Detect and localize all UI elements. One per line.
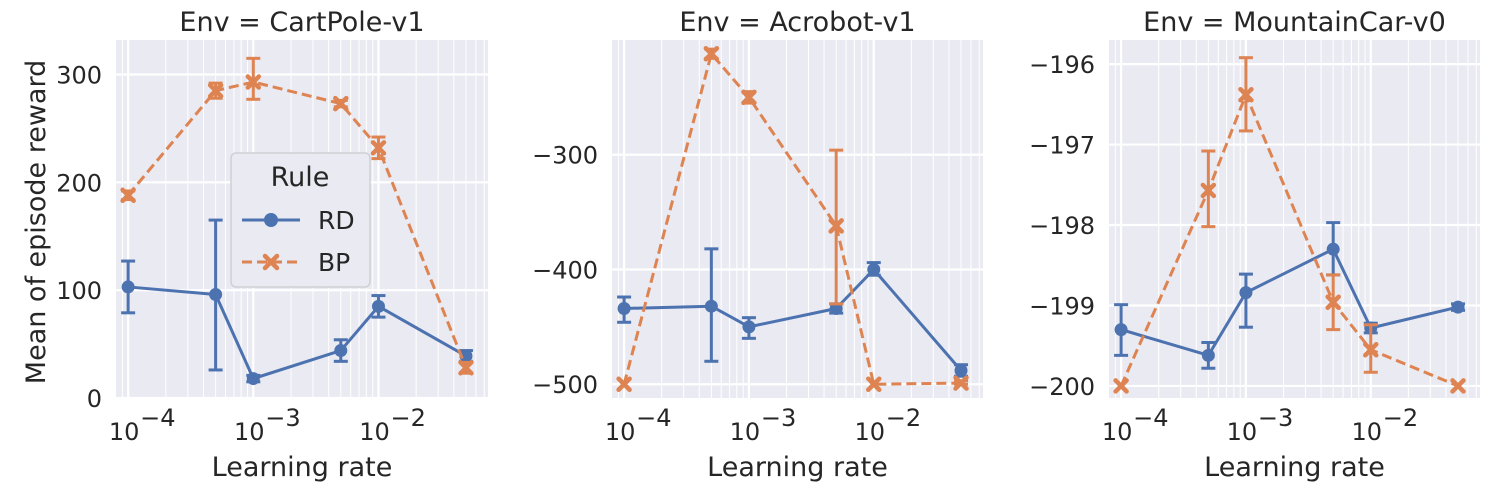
y-tick-label: 300 — [56, 62, 102, 90]
data-point — [703, 46, 720, 62]
y-axis-label: Mean of episode reward — [21, 60, 52, 384]
data-point — [1238, 86, 1254, 103]
data-point — [1325, 294, 1341, 311]
series-bp — [616, 46, 969, 392]
x-tick-exponent: −4 — [140, 404, 175, 432]
data-point — [1200, 182, 1217, 199]
x-tick-label: 10 — [1351, 418, 1382, 446]
data-point — [828, 218, 844, 234]
y-tick-label: −500 — [532, 371, 598, 399]
data-point — [1239, 286, 1253, 300]
data-point — [458, 360, 474, 376]
legend-bp-marker — [262, 253, 280, 271]
x-tick-exponent: −4 — [1133, 404, 1168, 432]
series-line — [1120, 247, 1459, 357]
x-tick-label: 10 — [730, 418, 761, 446]
plot-area — [1109, 40, 1480, 398]
y-tick-label: −300 — [532, 142, 598, 170]
data-point — [334, 344, 348, 358]
data-point — [1201, 348, 1215, 362]
x-tick-label: 10 — [109, 418, 140, 446]
y-tick-label: 100 — [56, 277, 102, 305]
data-point — [617, 302, 631, 315]
data-point — [1363, 341, 1379, 358]
x-axis-label: Learning rate — [1204, 452, 1385, 483]
data-point — [866, 376, 882, 392]
panel-title: Env = MountainCar-v0 — [1143, 7, 1446, 38]
data-point — [371, 299, 385, 313]
legend-rd-marker — [264, 213, 278, 227]
plot-area — [612, 40, 983, 398]
legend-rd-label: RD — [318, 206, 355, 235]
data-point — [209, 287, 223, 301]
y-tick-label: −199 — [1029, 292, 1095, 320]
y-tick-label: 0 — [87, 385, 102, 413]
legend: Rule RD BP — [230, 152, 371, 288]
data-point — [867, 262, 881, 276]
data-point — [245, 74, 262, 90]
y-tick-label: −400 — [532, 256, 598, 284]
x-tick-exponent: −3 — [761, 404, 796, 432]
y-tick-label: −198 — [1029, 212, 1095, 240]
data-point — [1114, 323, 1128, 337]
data-point — [1113, 378, 1129, 394]
y-tick-label: −200 — [1029, 373, 1095, 401]
data-point — [333, 95, 349, 112]
x-tick-label: 10 — [854, 418, 885, 446]
y-tick-label: −196 — [1029, 51, 1095, 79]
series-line — [624, 267, 963, 372]
x-tick-exponent: −2 — [390, 404, 425, 432]
legend-frame — [230, 152, 371, 288]
data-point — [741, 89, 757, 106]
data-point — [120, 187, 136, 204]
data-point — [954, 363, 968, 377]
data-point — [953, 375, 969, 391]
x-axis-label: Learning rate — [212, 452, 393, 483]
x-tick-label: 10 — [1227, 418, 1258, 446]
data-point — [742, 320, 756, 334]
x-tick-label: 10 — [359, 418, 390, 446]
series-bp — [1113, 56, 1466, 394]
x-tick-exponent: −2 — [1383, 404, 1418, 432]
x-tick-exponent: −3 — [1258, 404, 1293, 432]
data-point — [207, 82, 224, 99]
panel-title: Env = Acrobot-v1 — [679, 7, 915, 38]
series-bp — [120, 56, 474, 376]
x-tick-label: 10 — [605, 418, 636, 446]
data-point — [246, 372, 260, 386]
series-line — [126, 80, 468, 369]
series-line — [128, 285, 467, 381]
data-point — [121, 280, 135, 294]
x-tick-exponent: −3 — [265, 404, 300, 432]
y-tick-label: 200 — [56, 169, 102, 197]
legend-bp-label: BP — [318, 248, 350, 277]
legend-title: Rule — [271, 162, 330, 193]
x-tick-exponent: −2 — [886, 404, 921, 432]
x-tick-exponent: −4 — [636, 404, 671, 432]
series-rd — [121, 218, 473, 386]
data-point — [1450, 378, 1466, 394]
data-point — [616, 376, 632, 392]
data-point — [1326, 242, 1340, 256]
series-line — [1119, 93, 1459, 388]
data-point — [704, 299, 718, 313]
panel-title: Env = CartPole-v1 — [179, 7, 424, 38]
data-point — [1451, 300, 1465, 314]
x-tick-label: 10 — [1102, 418, 1133, 446]
y-tick-label: −197 — [1029, 132, 1095, 160]
data-point — [370, 140, 387, 156]
x-axis-label: Learning rate — [707, 452, 888, 483]
data-point — [459, 349, 473, 363]
x-tick-label: 10 — [234, 418, 265, 446]
